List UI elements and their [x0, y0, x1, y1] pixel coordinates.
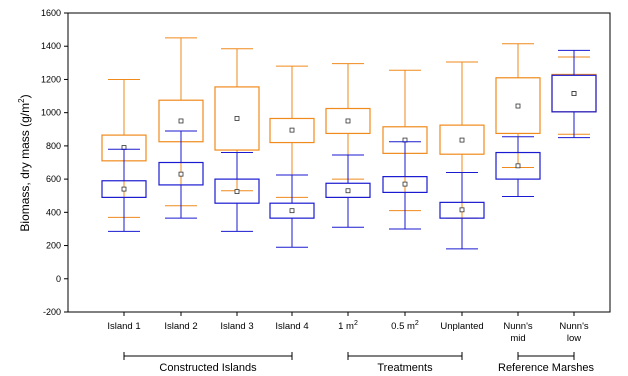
- box-iqr: [158, 161, 204, 186]
- mean-marker: [234, 116, 240, 121]
- y-tick-label: -200: [43, 307, 61, 317]
- box-series-0-cat-7: [495, 43, 541, 168]
- category-label: 1 m2: [338, 320, 358, 332]
- box-iqr: [101, 180, 147, 198]
- box-iqr: [269, 117, 315, 144]
- category-label: Island 4: [275, 321, 308, 332]
- box-series-1-cat-8: [551, 49, 597, 139]
- mean-marker: [459, 207, 465, 213]
- category-label: Nunn's: [559, 321, 589, 332]
- group-brackets: Constructed Islands Treatments Reference M…: [123, 352, 594, 374]
- mean-marker: [345, 188, 351, 194]
- mean-marker: [234, 189, 240, 194]
- box-series-0-cat-0: [101, 78, 147, 218]
- category-label: low: [567, 333, 581, 344]
- y-tick-label: 1600: [41, 8, 61, 18]
- box-series-0-cat-5: [382, 69, 428, 212]
- mean-marker: [178, 171, 184, 177]
- group-label: Treatments: [377, 362, 433, 374]
- box-series-1-cat-5: [382, 141, 428, 230]
- box-iqr: [439, 124, 485, 155]
- category-label: 0.5 m2: [391, 320, 419, 332]
- box-iqr: [214, 86, 260, 151]
- mean-marker: [121, 186, 127, 192]
- box-iqr: [214, 178, 260, 204]
- mean-marker: [289, 127, 295, 133]
- y-tick-label: 0: [56, 274, 61, 284]
- mean-marker: [515, 163, 521, 169]
- box-marks: [101, 37, 597, 250]
- y-tick-label: 1200: [41, 74, 61, 84]
- box-iqr: [325, 182, 371, 198]
- group-label: Constructed Islands: [159, 362, 257, 374]
- category-label: Island 2: [164, 321, 197, 332]
- y-tick-label: 800: [46, 141, 61, 151]
- y-axis: -200 0 200 400 600 800 1000 1200 1400 1600: [41, 8, 68, 317]
- mean-marker: [178, 118, 184, 124]
- box-series-1-cat-6: [439, 171, 485, 250]
- box-series-1-cat-1: [158, 130, 204, 219]
- plot-area-frame: [67, 12, 611, 313]
- box-series-1-cat-3: [269, 174, 315, 248]
- box-iqr: [269, 202, 315, 219]
- category-label: mid: [510, 333, 525, 344]
- y-axis-label: Biomass, dry mass (g/m2): [17, 94, 32, 231]
- box-iqr: [325, 107, 371, 135]
- box-series-1-cat-0: [101, 148, 147, 232]
- x-axis: Island 1 Island 2 Island 3 Island 4 1 m2 0.5 …: [107, 312, 589, 344]
- box-iqr: [439, 201, 485, 219]
- box-series-1-cat-7: [495, 136, 541, 198]
- category-label: Nunn's: [503, 321, 533, 332]
- y-tick-label: 200: [46, 241, 61, 251]
- box-iqr: [382, 176, 428, 194]
- y-tick-label: 1000: [41, 108, 61, 118]
- mean-marker: [289, 208, 295, 214]
- mean-marker: [571, 91, 577, 96]
- box-iqr: [551, 74, 597, 113]
- mean-marker: [459, 137, 465, 143]
- y-tick-label: 1400: [41, 41, 61, 51]
- category-label: Unplanted: [440, 321, 483, 332]
- y-tick-label: 600: [46, 174, 61, 184]
- box-series-0-cat-1: [158, 37, 204, 207]
- box-series-0-cat-2: [214, 48, 260, 192]
- box-iqr: [495, 151, 541, 180]
- box-iqr: [495, 77, 541, 135]
- y-tick-label: 400: [46, 207, 61, 217]
- category-label: Island 1: [107, 321, 140, 332]
- box-series-1-cat-2: [214, 152, 260, 232]
- group-label: Reference Marshes: [498, 362, 594, 374]
- box-series-1-cat-4: [325, 154, 371, 228]
- mean-marker: [345, 118, 351, 124]
- category-label: Island 3: [220, 321, 253, 332]
- mean-marker: [515, 103, 521, 109]
- mean-marker: [402, 181, 408, 187]
